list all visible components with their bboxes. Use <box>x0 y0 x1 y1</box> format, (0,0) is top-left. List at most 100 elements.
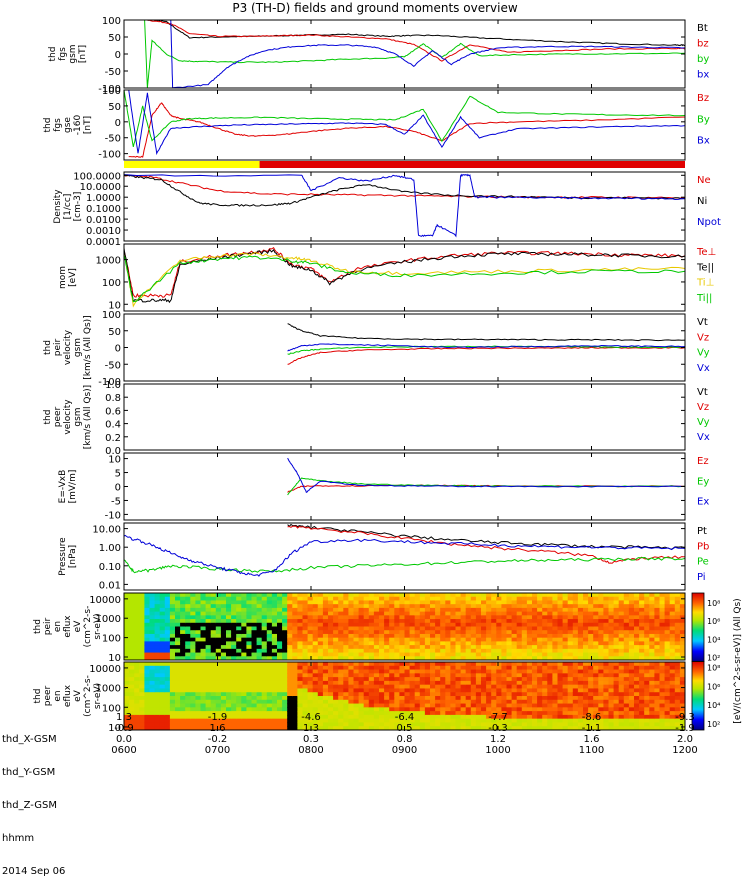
z-gsm-value: 2.0 <box>677 734 693 745</box>
y-tick-label: -50 <box>105 67 121 78</box>
panel-frame <box>123 522 686 591</box>
z-gsm-value: 1.6 <box>583 734 600 745</box>
x-gsm-value: -8.6 <box>581 712 602 723</box>
legend-pb: Pb <box>697 541 709 552</box>
y-tick-label: 0.0010 <box>86 226 121 237</box>
hhmm-tick-label: 1200 <box>672 745 698 756</box>
legend-bx: Bx <box>697 136 710 147</box>
hhmm-row-label: hhmm <box>2 833 35 844</box>
y-tick-label: 50 <box>108 102 121 113</box>
y-tick-label: -100 <box>98 84 121 95</box>
legend-ne: Ne <box>697 175 711 186</box>
time-axis-column: -1.9 1.6 -0.2 0700 <box>205 712 230 756</box>
y-tick-label: 0.0 <box>105 446 121 457</box>
series-ti-line <box>124 251 685 308</box>
y-axis-label: peir <box>53 338 63 356</box>
legend-bx: bx <box>697 70 709 81</box>
y-axis-label: peer <box>53 406 63 427</box>
series-pi-line <box>124 534 685 577</box>
legend-pe: Pe <box>697 557 709 568</box>
y-tick-label: 0.6 <box>105 406 121 417</box>
y-tick-label: -5 <box>111 496 121 507</box>
series-bz-line <box>128 102 685 158</box>
spectrogram-cells <box>124 593 685 660</box>
y-axis-label: fgs <box>58 47 68 61</box>
y-gsm-value: -0.3 <box>488 723 508 734</box>
y-tick-label: -10 <box>105 510 121 521</box>
y-tick-label: 5 <box>115 469 121 480</box>
panel-fgs-gsm: Bt bz by bx 100 50 0 -50 -100 thd fgs gsm [nT] <box>48 16 709 95</box>
series-pb-line <box>287 525 685 564</box>
y-axis-label: eflux <box>63 684 73 707</box>
y-tick-label: 0 <box>115 118 121 129</box>
y-tick-label: 1.0 <box>105 380 121 391</box>
colorbar-tick: 10⁶ <box>707 682 720 691</box>
y-tick-label: 10 <box>108 300 121 311</box>
legend-by: by <box>697 54 709 65</box>
y-gsm-value: 1.3 <box>303 723 319 734</box>
colorbar-tick: 10⁴ <box>707 701 720 710</box>
y-axis-label: thd <box>43 410 53 425</box>
z-gsm-value: 0.0 <box>116 734 132 745</box>
y-axis-label: peir <box>43 617 53 635</box>
panel-mom-temp: Te⊥ Te|| Ti⊥ Ti|| 1000 100 10 mom [eV] <box>58 243 716 312</box>
y-axis-label: [1/cc] <box>63 194 73 220</box>
y-tick-label: 10 <box>108 723 121 734</box>
colorbar-label: [eV/(cm^2-s-sr-eV)] (All Qs) <box>733 598 743 723</box>
y-tick-label: 10.0000 <box>80 182 121 193</box>
hhmm-tick-label: 1100 <box>578 745 605 756</box>
legend-ey: Ey <box>697 476 709 487</box>
time-axis-column: -7.7 -0.3 1.2 1000 <box>485 712 510 756</box>
y-axis-label: velocity <box>63 329 73 365</box>
y-axis-label: en <box>53 690 63 701</box>
legend-vt: Vt <box>697 317 708 328</box>
y-axis-label: (cm^2-s- <box>83 675 93 717</box>
series-bx-line <box>170 20 685 88</box>
y-gsm-value: 0.5 <box>396 723 413 734</box>
y-axis-label: [nT] <box>78 45 88 63</box>
mode-bar-segment-yellow <box>124 161 260 168</box>
x-gsm-value: 1.3 <box>116 712 132 723</box>
legend-ni: Ni <box>697 196 707 207</box>
mode-bar-segment-red <box>259 161 685 168</box>
series-ex-line <box>287 457 685 494</box>
y-axis-label: (cm^2-s- <box>83 606 93 648</box>
legend-vy: Vy <box>697 417 710 428</box>
y-tick-label: 0.2 <box>105 433 121 444</box>
y-tick-label: 10 <box>108 455 121 466</box>
y-tick-label: 0 <box>115 483 121 494</box>
y-axis-label: gsm <box>73 338 83 357</box>
legend-te: Te|| <box>696 262 714 273</box>
y-axis-label: [eV] <box>68 268 78 287</box>
time-axis-column: -6.4 0.5 0.8 0900 <box>392 712 417 756</box>
legend-vz: Vz <box>697 402 709 413</box>
y-tick-label: 100 <box>102 310 121 321</box>
y-axis-label: velocity <box>63 399 73 435</box>
y-axis-label: peer <box>43 685 53 706</box>
legend-vt: Vt <box>697 387 708 398</box>
series-bx-line <box>128 90 685 156</box>
z-gsm-value: 1.2 <box>490 734 506 745</box>
legend-vx: Vx <box>697 432 710 443</box>
date-label: 2014 Sep 06 <box>2 866 66 877</box>
series-ne-line <box>124 174 685 199</box>
hhmm-tick-label: 0600 <box>111 745 137 756</box>
y-tick-label: 10000 <box>89 664 121 675</box>
y-tick-label: 1000 <box>96 256 121 267</box>
y-axis-label: eV <box>73 620 83 633</box>
series-vx-line <box>287 343 685 352</box>
y-tick-label: 100 <box>102 634 121 645</box>
legend-ez: Ez <box>697 456 709 467</box>
series-pe-line <box>124 556 685 574</box>
panel-density: Ne Ni Npot 100.000010.00001.00000.10000.010… <box>53 171 721 248</box>
legend-by: By <box>697 114 710 125</box>
y-axis-label: thd <box>33 619 43 634</box>
y-axis-label: fgs <box>53 118 63 132</box>
colorbar: 10⁸10⁶10⁴10²10⁸10⁶10⁴10²[eV/(cm^2-s-sr-e… <box>691 592 743 731</box>
y-axis-label: thd <box>48 47 58 62</box>
y-gsm-row-label: thd_Y-GSM <box>2 767 56 778</box>
panel-frame <box>123 243 686 312</box>
colorbar-top <box>691 592 705 662</box>
hhmm-tick-label: 0900 <box>391 745 418 756</box>
y-tick-label: 1.0000 <box>86 193 121 204</box>
